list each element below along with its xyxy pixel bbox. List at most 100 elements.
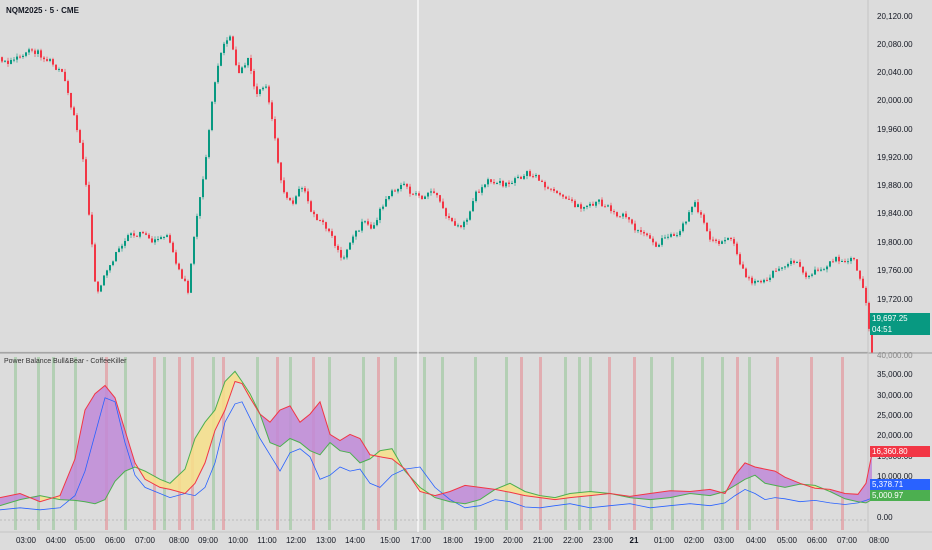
- signal-band: [52, 357, 55, 530]
- candle-body: [205, 157, 207, 180]
- signal-band: [14, 357, 17, 530]
- candle-body: [658, 244, 660, 247]
- candle-body: [385, 199, 387, 207]
- price-axis-label: 19,880.00: [877, 181, 913, 190]
- candle-body: [379, 208, 381, 221]
- candle-body: [673, 234, 675, 236]
- candle-body: [589, 203, 591, 206]
- candle-body: [406, 183, 408, 187]
- candle-body: [640, 230, 642, 233]
- candle-body: [616, 212, 618, 217]
- candle-body: [277, 138, 279, 163]
- candle-body: [670, 234, 672, 237]
- candle-body: [358, 230, 360, 232]
- candle-body: [583, 207, 585, 209]
- candle-body: [478, 191, 480, 193]
- candle-body: [184, 278, 186, 281]
- signal-band: [701, 357, 704, 530]
- time-axis-label: 14:00: [344, 536, 366, 545]
- candle-body: [595, 201, 597, 206]
- power-fill: [735, 462, 745, 486]
- candle-body: [40, 50, 42, 58]
- candle-body: [754, 280, 756, 284]
- candle-body: [691, 206, 693, 213]
- candle-body: [226, 40, 228, 44]
- candle-body: [271, 102, 273, 120]
- candle-body: [262, 87, 264, 90]
- power-fill: [320, 401, 330, 455]
- price-axis-label: 19,960.00: [877, 125, 913, 134]
- time-axis-label: 21: [629, 536, 639, 545]
- candle-body: [175, 252, 177, 264]
- candle-body: [451, 218, 453, 222]
- candle-body: [820, 269, 822, 271]
- candle-body: [31, 49, 33, 51]
- candle-body: [373, 225, 375, 229]
- signal-band: [633, 357, 636, 530]
- power-fill: [845, 493, 858, 502]
- candle-body: [370, 224, 372, 229]
- candle-body: [871, 328, 873, 353]
- candle-body: [832, 261, 834, 263]
- candle-body: [811, 274, 813, 276]
- candle-body: [427, 192, 429, 197]
- candle-body: [82, 142, 84, 160]
- candle-body: [208, 130, 210, 158]
- power-fill: [755, 467, 765, 484]
- indicator-axis-label: 10,000.00: [877, 472, 913, 481]
- candle-body: [790, 260, 792, 264]
- signal-band: [810, 357, 813, 530]
- candle-body: [367, 221, 369, 225]
- candle-body: [136, 235, 138, 237]
- candle-body: [316, 214, 318, 221]
- candle-body: [247, 57, 249, 66]
- candle-body: [562, 194, 564, 197]
- signal-band: [671, 357, 674, 530]
- candle-body: [667, 236, 669, 238]
- candle-body: [841, 261, 843, 263]
- candle-body: [295, 196, 297, 204]
- candle-body: [703, 214, 705, 223]
- candle-body: [751, 277, 753, 284]
- candle-body: [64, 71, 66, 82]
- candle-body: [130, 233, 132, 236]
- candle-body: [565, 196, 567, 199]
- candle-body: [97, 281, 99, 292]
- candle-body: [220, 52, 222, 66]
- time-axis-label: 06:00: [806, 536, 828, 545]
- candle-body: [307, 191, 309, 202]
- power-fill: [510, 483, 525, 496]
- candle-body: [1, 57, 3, 62]
- candle-body: [121, 245, 123, 249]
- candle-body: [94, 244, 96, 282]
- candle-body: [610, 205, 612, 212]
- candle-body: [643, 232, 645, 234]
- candle-body: [553, 188, 555, 191]
- time-axis-label: 11:00: [257, 536, 277, 545]
- candle-body: [58, 68, 60, 70]
- power-fill: [115, 397, 125, 482]
- candle-body: [436, 192, 438, 196]
- signal-band: [289, 357, 292, 530]
- candle-body: [160, 237, 162, 240]
- candle-body: [391, 190, 393, 197]
- symbol-title: NQM2025 · 5 · CME: [6, 6, 79, 15]
- candle-body: [217, 65, 219, 83]
- candle-body: [337, 245, 339, 250]
- candle-body: [142, 231, 144, 234]
- power-fill: [775, 471, 785, 488]
- candle-body: [439, 195, 441, 202]
- candle-body: [724, 239, 726, 242]
- candle-body: [712, 239, 714, 241]
- candle-body: [544, 181, 546, 188]
- countdown-badge: 04:51: [870, 324, 930, 335]
- candle-body: [274, 119, 276, 139]
- candle-body: [529, 171, 531, 177]
- indicator-title: Power Balance Bull&Bear - CoffeeKiller: [4, 358, 127, 365]
- candle-body: [550, 188, 552, 190]
- price-axis-label: 19,800.00: [877, 238, 913, 247]
- candle-body: [625, 213, 627, 218]
- candle-body: [193, 236, 195, 264]
